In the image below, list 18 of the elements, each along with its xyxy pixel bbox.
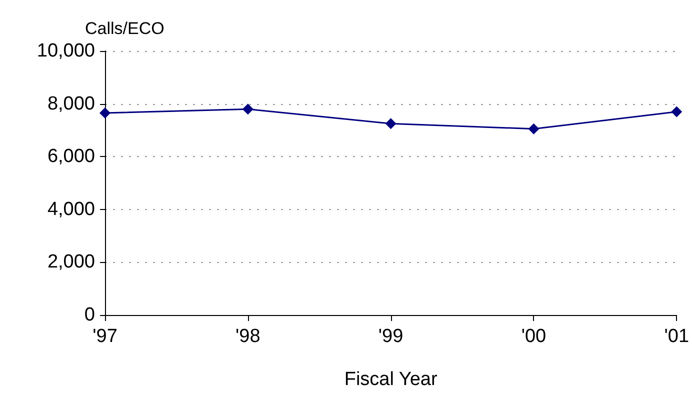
point (671, 106, 682, 118)
point (385, 118, 396, 130)
y-axis-title: Calls/ECO (85, 19, 164, 38)
x-tick-label: '00 (521, 326, 546, 347)
y-tick-label: 4,000 (47, 198, 95, 220)
y-tick-label: 8,000 (47, 93, 95, 114)
x-tick-label: '98 (236, 326, 260, 347)
point (100, 108, 110, 119)
point (242, 104, 254, 115)
y-tick-label: 6,000 (47, 146, 95, 168)
x-tick-label: '01 (664, 326, 689, 347)
x-tick-label: '97 (92, 326, 118, 347)
y-tick-label: 10,000 (36, 40, 95, 62)
y-tick-label: 2,000 (47, 252, 95, 273)
x-tick-label: '99 (378, 326, 404, 347)
x-axis-title: Fiscal Year (344, 369, 438, 390)
y-tick-label: 0 (84, 304, 95, 326)
point (528, 123, 540, 134)
